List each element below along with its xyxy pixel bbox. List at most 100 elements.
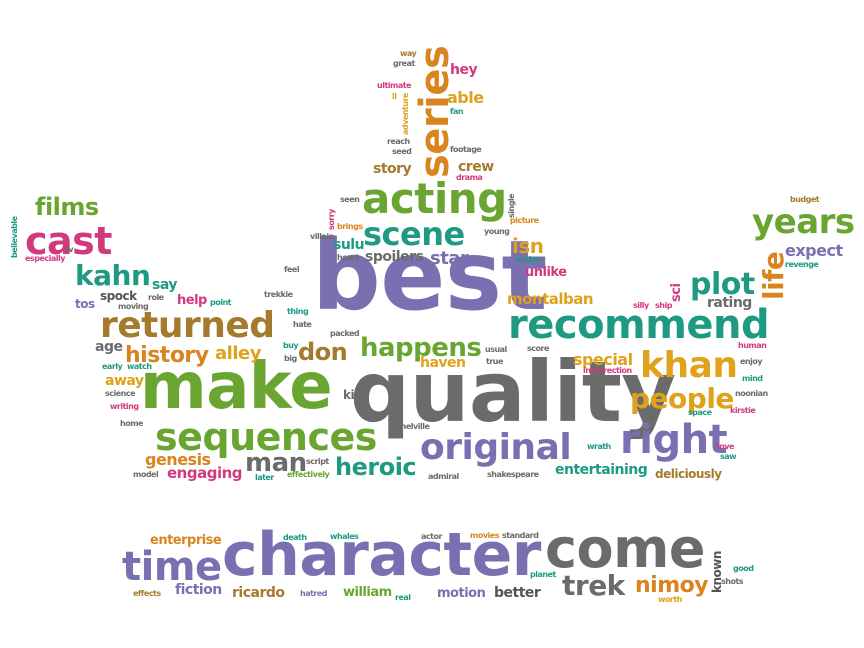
word-early: early (102, 362, 123, 371)
word-effects: effects (133, 589, 161, 598)
word-kahn: kahn (75, 259, 151, 292)
word-adventure: adventure (401, 93, 410, 135)
word-expect: expect (785, 241, 843, 260)
word-big: big (284, 354, 297, 363)
word-packed: packed (330, 329, 360, 338)
word-buy: buy (283, 341, 299, 350)
word-hate: hate (293, 320, 312, 329)
word-way: way (400, 49, 417, 58)
word-effectively: effectively (287, 470, 330, 479)
word-plot: plot (690, 267, 755, 302)
word-age: age (95, 339, 123, 355)
word-usual: usual (485, 345, 507, 354)
word-scene: scene (363, 215, 465, 253)
word-real: real (395, 593, 411, 602)
word-deliciously: deliciously (655, 467, 722, 481)
word-years: years (752, 202, 855, 242)
word-heroic: heroic (335, 453, 417, 481)
word-budget: budget (790, 195, 820, 204)
word-saw: saw (720, 452, 737, 461)
word-ultimate: ultimate (377, 81, 412, 90)
word-away: away (105, 373, 144, 389)
word-films: films (35, 193, 99, 221)
word-standard: standard (502, 531, 539, 540)
word-reach: reach (387, 137, 410, 146)
word-khan: khan (640, 345, 738, 386)
word-recommend: recommend (508, 302, 770, 348)
word-wrath: wrath (587, 442, 611, 451)
word-actor: actor (421, 532, 442, 541)
word-planet: planet (530, 570, 556, 579)
word-human: human (738, 341, 767, 350)
word-spoilers: spoilers (365, 249, 424, 265)
word-spock: spock (100, 289, 137, 303)
word-noonian: noonian (735, 389, 768, 398)
word-single: single (507, 193, 516, 218)
word-science: science (105, 389, 136, 398)
word-better: better (494, 585, 541, 601)
word-tos: tos (75, 297, 95, 311)
word-rating: rating (707, 295, 752, 311)
word-mind: mind (742, 374, 763, 383)
word-william: william (343, 585, 392, 600)
word-sulu: sulu (333, 237, 365, 253)
word-role: role (148, 293, 164, 302)
word-young: young (484, 227, 510, 236)
word-star: star (430, 248, 469, 269)
word-admiral: admiral (428, 472, 459, 481)
word-sequences: sequences (155, 415, 377, 459)
word-tv: tv (65, 245, 74, 254)
word-alley: alley (215, 343, 261, 364)
word-model: model (133, 470, 159, 479)
word-insurrection: insurrection (583, 366, 632, 375)
word-special: special (573, 350, 633, 369)
word-kirk: kirk (343, 388, 368, 402)
word-seed: seed (392, 147, 412, 156)
word-sci: sci (669, 283, 684, 302)
word-drama: drama (456, 173, 483, 182)
word-watch: watch (127, 362, 152, 371)
word-man: man (245, 448, 307, 478)
word-motion: motion (437, 586, 486, 601)
word-life: life (757, 251, 790, 300)
word-space: space (688, 408, 712, 417)
word-revenge: revenge (785, 260, 819, 269)
word-trekkie: trekkie (264, 290, 293, 299)
word-quality: quality (350, 343, 676, 441)
word-home: home (120, 419, 143, 428)
word-enjoy: enjoy (740, 357, 763, 366)
word-genesis: genesis (145, 450, 211, 469)
word-say: say (152, 277, 177, 293)
word-known: known (710, 551, 724, 593)
word-fiction: fiction (175, 582, 222, 598)
word-don: don (298, 338, 348, 366)
word-script: script (306, 457, 329, 466)
word-villain: villain (310, 232, 334, 241)
word-people: people (630, 382, 734, 415)
word-able: able (447, 88, 484, 107)
word-brings: brings (337, 222, 363, 231)
word-time: time (122, 544, 222, 590)
word-writing: writing (110, 402, 139, 411)
word-nimoy: nimoy (635, 573, 709, 598)
word-isn: isn (512, 234, 544, 258)
word-history: history (125, 343, 209, 368)
word-point: point (210, 298, 231, 307)
word-feel: feel (284, 265, 300, 274)
word-ship: ship (655, 301, 672, 310)
word-believable: believable (10, 216, 19, 258)
word-enterprise: enterprise (150, 533, 222, 548)
word-entertaining: entertaining (555, 462, 648, 478)
word-make: make (140, 350, 333, 424)
word-story: story (373, 161, 412, 177)
word-original: original (420, 427, 572, 468)
word-trek: trek (562, 569, 625, 602)
word-kirstie: kirstie (730, 406, 756, 415)
word-ll: ll (392, 92, 397, 101)
word-hatred: hatred (300, 589, 328, 598)
word-sorry: sorry (327, 209, 336, 230)
word-montalban: montalban (507, 290, 594, 308)
word-come: come (545, 517, 706, 580)
word-picture: picture (510, 216, 539, 225)
